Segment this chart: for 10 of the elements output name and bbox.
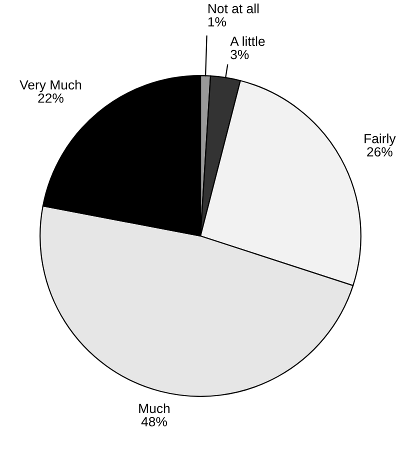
data-label: 48%: [141, 417, 167, 426]
data-label: 26%: [367, 147, 392, 157]
data-label: 3%: [230, 50, 249, 60]
slice-label: Very Much: [20, 80, 82, 92]
slice-label: Fairly: [364, 134, 396, 146]
data-label: 1%: [208, 17, 226, 26]
slice-label: Much: [139, 403, 170, 414]
data-label: 22%: [38, 93, 64, 103]
slice-label: Not at all: [208, 4, 259, 14]
slice-label: A little: [230, 36, 265, 46]
